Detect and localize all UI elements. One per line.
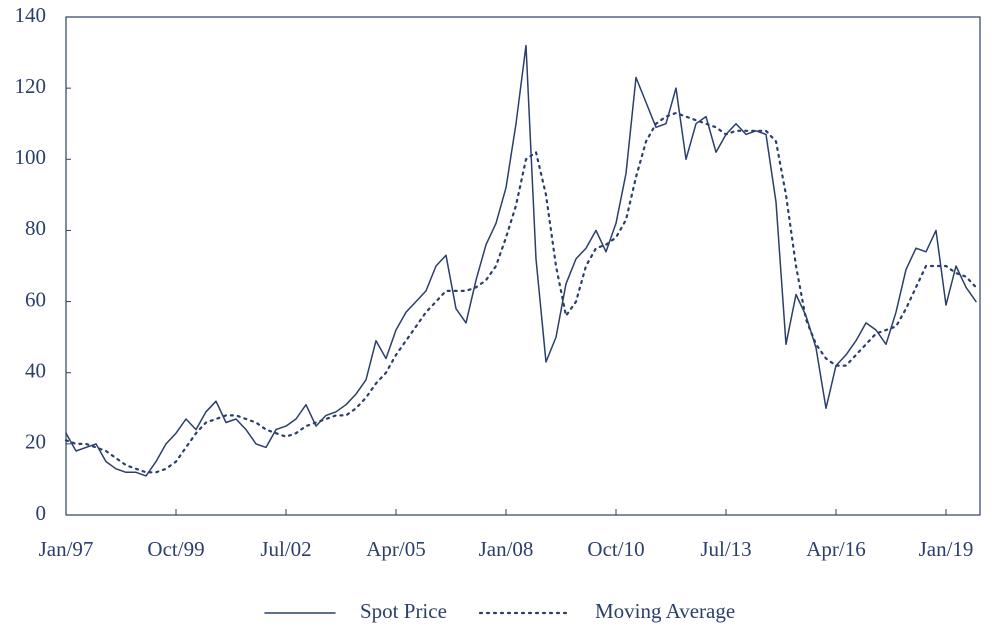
y-tick-label: 80 [25, 216, 46, 240]
x-tick-label: Apr/16 [806, 537, 866, 561]
plot-frame [65, 16, 981, 516]
x-tick-label: Jan/97 [39, 537, 94, 561]
y-tick-label: 40 [25, 359, 46, 383]
x-tick-label: Jan/19 [919, 537, 974, 561]
x-tick-label: Oct/99 [147, 537, 204, 561]
x-tick-label: Jul/02 [260, 537, 311, 561]
y-tick-label: 0 [36, 501, 47, 525]
x-tick-label: Jan/08 [479, 537, 534, 561]
x-tick-label: Oct/10 [587, 537, 644, 561]
y-tick-label: 140 [15, 3, 47, 27]
series-line [64, 111, 978, 474]
x-tick-label: Apr/05 [366, 537, 426, 561]
x-tick-label: Jul/13 [700, 537, 751, 561]
y-tick-label: 60 [25, 287, 46, 311]
y-tick-label: 20 [25, 430, 46, 454]
legend-label: Spot Price [360, 599, 447, 623]
y-tick-label: 120 [15, 74, 47, 98]
y-tick-label: 100 [15, 145, 47, 169]
legend-label: Moving Average [595, 599, 735, 623]
series-line [65, 44, 977, 477]
